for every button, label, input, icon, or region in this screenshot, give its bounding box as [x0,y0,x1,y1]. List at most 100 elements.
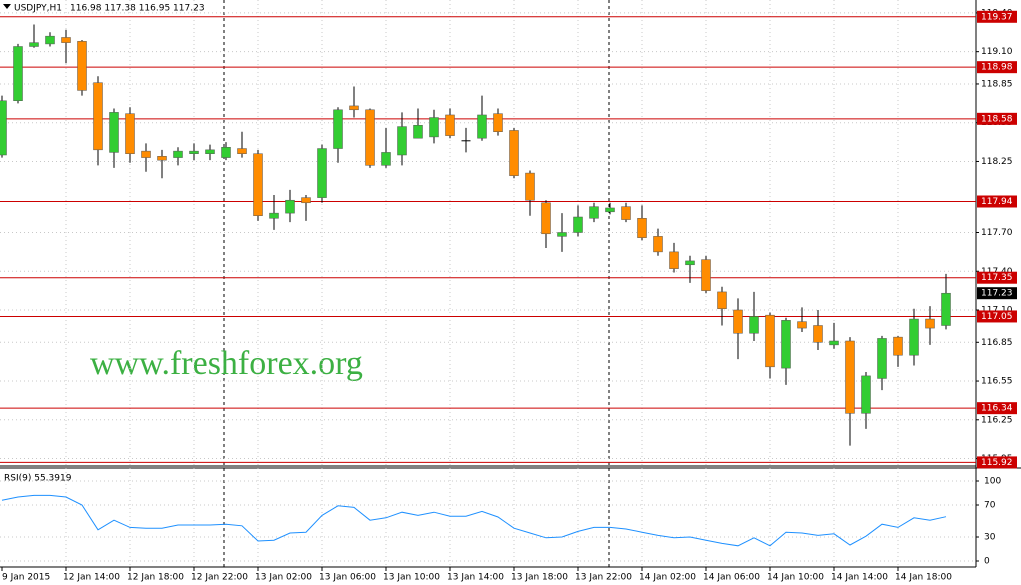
candle-body [845,340,855,414]
y-tick-label: 119.10 [981,47,1013,57]
x-tick-label: 9 Jan 2015 [2,573,50,583]
candle-body [637,218,647,238]
y-tick-label: 117.70 [981,228,1013,238]
candle-body [93,82,103,151]
level-label: 116.34 [981,404,1013,414]
indicator-line [1,494,947,547]
candle-body [493,113,503,132]
candle-body [893,336,903,356]
y-tick-label: 118.25 [981,157,1013,167]
indicator-tick-label: 0 [984,557,990,567]
candle-body [173,150,183,158]
level-label-box [977,402,1017,415]
y-tick-label: 116.85 [981,338,1013,348]
candle-body [445,114,455,136]
candle-body [429,117,439,138]
candle-body [797,321,807,329]
candle-body [653,236,663,253]
candle-body [45,35,55,45]
level-label-box [977,456,1017,469]
candle-body [685,260,695,266]
level-label-box [977,271,1017,284]
candle-body [861,375,871,414]
candle-body [573,216,583,233]
x-tick-label: 12 Jan 22:00 [191,573,248,583]
x-tick-label: 13 Jan 02:00 [255,573,312,583]
candle-body [925,318,935,329]
candle-body [189,150,199,154]
x-tick-label: 13 Jan 06:00 [319,573,376,583]
candle-body [205,149,215,154]
x-tick-label: 12 Jan 18:00 [127,573,184,583]
candle-body [77,41,87,91]
candle-body [333,109,343,149]
x-tick-label: 14 Jan 18:00 [895,573,952,583]
candle-body [733,309,743,334]
candle-body [61,37,71,43]
candle-body [829,340,839,346]
candle-body [749,316,759,334]
chart-title: USDJPY,H1 [14,4,62,14]
candle-body [125,113,135,154]
candle-body [269,212,279,219]
indicator-title: RSI(9) 55.3919 [4,474,72,484]
candle-body [621,206,631,220]
candle-body [477,114,487,139]
x-tick-label: 14 Jan 10:00 [767,573,824,583]
candle-body [413,125,423,139]
candle-body [109,112,119,153]
indicator-tick-label: 30 [984,533,996,543]
level-label: 117.35 [981,273,1013,283]
candle-body [557,232,567,237]
level-label: 118.58 [981,114,1013,124]
candle-body [669,251,679,269]
indicator-tick-label: 100 [984,477,1001,487]
candle-body [765,314,775,368]
x-tick-label: 13 Jan 18:00 [511,573,568,583]
y-tick-label: 118.85 [981,79,1013,89]
level-label: 117.94 [981,197,1013,207]
x-tick-label: 14 Jan 14:00 [831,573,888,583]
y-tick-label: 116.55 [981,377,1013,387]
level-label: 119.37 [981,12,1013,22]
candle-body [221,147,231,158]
candle-body [141,150,151,158]
candle-body [317,148,327,198]
current-price-label: 117.23 [981,289,1013,299]
candle-body [0,100,7,156]
watermark: www.freshforex.org [90,345,363,382]
candle-body [285,199,295,214]
candle-body [29,42,39,47]
candle-body [877,338,887,379]
x-tick-label: 12 Jan 14:00 [63,573,120,583]
y-tick-label: 116.25 [981,415,1013,425]
level-label: 115.92 [981,458,1013,468]
candle-body [397,126,407,156]
level-label: 117.05 [981,312,1013,322]
level-label-box [977,61,1017,74]
level-label-box [977,310,1017,323]
level-label-box [977,112,1017,125]
candle-body [365,109,375,166]
current-price-box [977,287,1017,300]
candle-body [525,172,535,201]
candle-body [813,325,823,343]
candle-body [781,320,791,369]
candle-body [237,148,247,154]
indicator-tick-label: 70 [984,501,996,511]
symbol-marker [3,4,11,9]
candle-body [909,318,919,356]
x-tick-label: 14 Jan 06:00 [703,573,760,583]
x-tick-label: 13 Jan 22:00 [575,573,632,583]
candle-body [941,292,951,326]
candle-body [253,153,263,216]
level-label: 118.98 [981,63,1013,73]
level-label-box [977,195,1017,208]
candle-body [541,202,551,235]
ohlc-label: 116.98 117.38 116.95 117.23 [70,4,205,14]
candle-body [589,206,599,219]
x-tick-label: 13 Jan 14:00 [447,573,504,583]
